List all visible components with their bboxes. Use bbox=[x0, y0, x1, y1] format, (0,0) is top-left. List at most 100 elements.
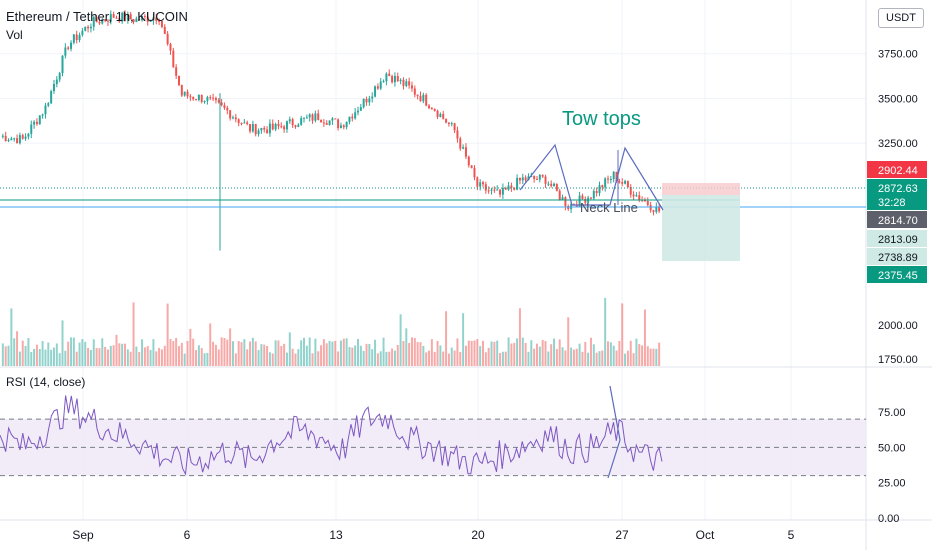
candle-body bbox=[33, 121, 36, 125]
volume-bar bbox=[209, 323, 212, 366]
volume-bar bbox=[67, 341, 70, 366]
candle-body bbox=[442, 113, 445, 119]
candle-body bbox=[106, 20, 109, 22]
candle-body bbox=[530, 175, 533, 177]
volume-bar bbox=[416, 342, 419, 366]
candle-body bbox=[203, 100, 206, 102]
candle-body bbox=[632, 194, 635, 197]
candle-body bbox=[521, 177, 524, 181]
volume-bar bbox=[345, 338, 348, 366]
volume-bar bbox=[624, 353, 627, 366]
candle-body bbox=[212, 97, 215, 99]
x-tick-label: 13 bbox=[329, 528, 343, 542]
volume-bar bbox=[419, 342, 422, 366]
candle-body bbox=[604, 178, 607, 188]
candle-body bbox=[518, 177, 521, 181]
candle-body bbox=[643, 200, 646, 202]
candle-body bbox=[445, 118, 448, 123]
volume-bar bbox=[368, 343, 371, 366]
volume-bar bbox=[72, 337, 75, 366]
currency-selector[interactable]: USDT bbox=[878, 8, 924, 28]
volume-group bbox=[1, 297, 661, 366]
candle-body bbox=[348, 116, 351, 122]
volume-bar bbox=[231, 341, 234, 366]
candle-body bbox=[206, 97, 209, 101]
volume-bar bbox=[402, 341, 405, 366]
candle-body bbox=[4, 135, 7, 142]
volume-bar bbox=[376, 353, 379, 366]
candle-body bbox=[305, 117, 308, 119]
volume-bar bbox=[396, 344, 399, 366]
candle-body bbox=[524, 177, 527, 181]
candle-body bbox=[371, 96, 374, 99]
candle-body bbox=[578, 195, 581, 207]
volume-bar bbox=[160, 349, 163, 366]
candle-body bbox=[50, 91, 53, 104]
candle-body bbox=[476, 177, 479, 187]
volume-bar bbox=[467, 340, 470, 366]
volume-bar bbox=[30, 352, 33, 366]
price-tag-bg bbox=[867, 161, 927, 178]
candle-body bbox=[410, 85, 413, 89]
candle-body bbox=[314, 113, 317, 121]
candle-body bbox=[462, 147, 465, 149]
volume-bar bbox=[92, 339, 95, 366]
volume-bar bbox=[285, 352, 288, 366]
candle-body bbox=[453, 123, 456, 131]
candle-body bbox=[456, 130, 459, 139]
volume-bar bbox=[143, 347, 146, 366]
volume-bar bbox=[544, 341, 547, 366]
volume-bar bbox=[95, 347, 98, 366]
candle-body bbox=[621, 182, 624, 184]
volume-bar bbox=[484, 352, 487, 366]
volume-bar bbox=[479, 346, 482, 366]
candle-body bbox=[249, 124, 252, 132]
candle-body bbox=[612, 171, 615, 180]
price-tag-label: 2375.45 bbox=[878, 270, 918, 282]
candle-body bbox=[78, 34, 81, 41]
candle-body bbox=[501, 187, 504, 195]
volume-bar bbox=[268, 352, 271, 366]
volume-bar bbox=[399, 314, 402, 366]
volume-bar bbox=[112, 345, 115, 366]
candle-body bbox=[172, 50, 175, 68]
volume-bar bbox=[214, 344, 217, 366]
volume-bar bbox=[280, 345, 283, 366]
volume-bar bbox=[643, 309, 646, 366]
volume-bar bbox=[328, 340, 331, 366]
volume-bar bbox=[379, 351, 382, 366]
volume-bar bbox=[121, 343, 124, 366]
volume-bar bbox=[626, 350, 629, 366]
volume-bar bbox=[24, 345, 27, 366]
rsi-pattern-line bbox=[607, 385, 621, 479]
volume-bar bbox=[447, 353, 450, 366]
candle-body bbox=[535, 178, 538, 180]
volume-bar bbox=[303, 337, 306, 366]
candle-body bbox=[649, 204, 652, 211]
volume-bar bbox=[371, 349, 374, 366]
candle-body bbox=[459, 138, 462, 149]
candle-body bbox=[322, 122, 325, 124]
volume-bar bbox=[459, 351, 462, 366]
volume-bar bbox=[234, 353, 237, 366]
volume-bar bbox=[408, 342, 411, 366]
volume-bar bbox=[212, 341, 215, 366]
candle-body bbox=[285, 121, 288, 130]
annotation-neck-line: Neck Line bbox=[580, 200, 638, 215]
volume-bar bbox=[567, 317, 570, 366]
candle-body bbox=[209, 97, 212, 99]
volume-bar bbox=[524, 342, 527, 366]
candle-body bbox=[243, 122, 246, 124]
price-tick-label: 3250.00 bbox=[878, 138, 918, 150]
candle-body bbox=[189, 96, 192, 98]
candle-body bbox=[564, 197, 567, 207]
candle-body bbox=[143, 16, 146, 18]
volume-bar bbox=[570, 347, 573, 366]
volume-bar bbox=[138, 351, 141, 366]
rsi-tick-label: 0.00 bbox=[878, 513, 899, 525]
candle-body bbox=[300, 118, 303, 125]
price-tag-bg bbox=[867, 230, 927, 247]
candle-body bbox=[447, 122, 450, 124]
volume-bar bbox=[166, 303, 169, 366]
